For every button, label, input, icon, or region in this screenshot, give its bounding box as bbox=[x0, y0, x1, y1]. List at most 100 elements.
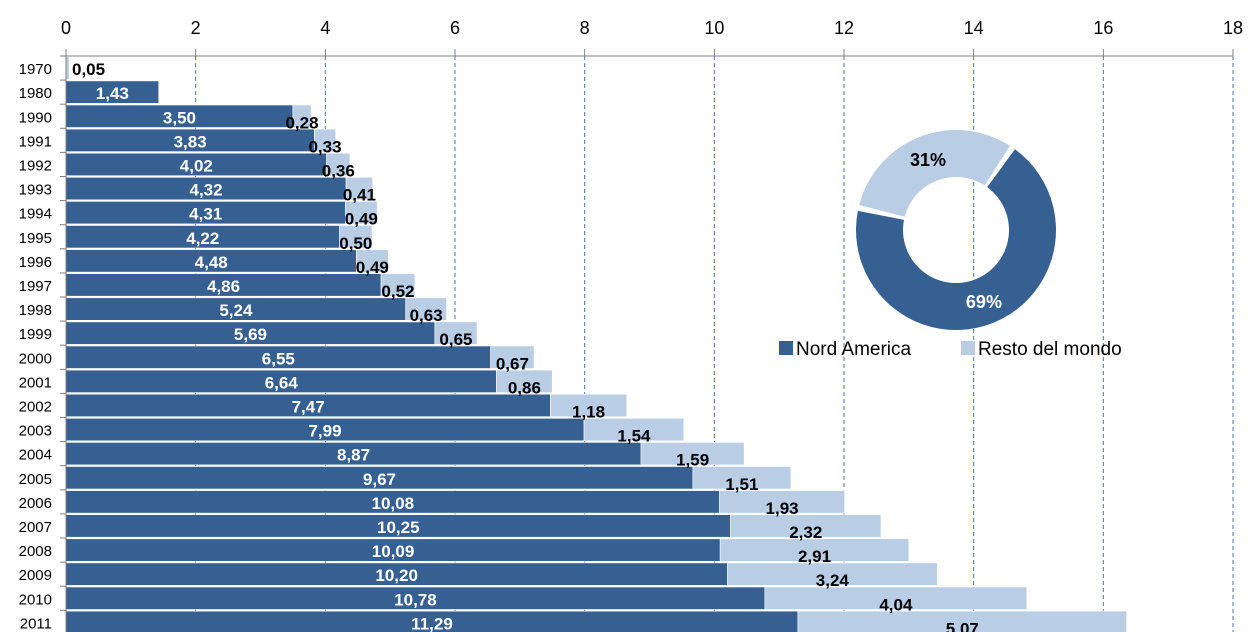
legend-swatch bbox=[961, 341, 975, 355]
tick-label: 6 bbox=[450, 18, 460, 38]
tick-label: 16 bbox=[1093, 18, 1113, 38]
category-label: 1980 bbox=[19, 85, 52, 102]
bar-resto-del-mondo bbox=[405, 297, 447, 321]
category-label: 1993 bbox=[19, 182, 52, 199]
data-label-resto-del-mondo: 0,86 bbox=[508, 378, 541, 397]
data-label-resto-del-mondo: 1,54 bbox=[617, 427, 651, 446]
data-label-nord-america: 10,08 bbox=[371, 494, 414, 513]
category-label: 1991 bbox=[19, 133, 52, 150]
data-label-resto-del-mondo: 2,91 bbox=[798, 547, 831, 566]
data-label-nord-america: 6,64 bbox=[265, 373, 299, 392]
data-label-nord-america: 9,67 bbox=[363, 470, 396, 489]
data-label-nord-america: 10,25 bbox=[377, 518, 420, 537]
data-label-resto-del-mondo: 0,63 bbox=[410, 306, 443, 325]
bar-resto-del-mondo bbox=[339, 225, 373, 249]
bar-resto-del-mondo bbox=[719, 490, 845, 514]
category-label: 1996 bbox=[19, 254, 52, 271]
data-label-nord-america: 4,32 bbox=[189, 181, 222, 200]
category-label: 2004 bbox=[19, 447, 52, 464]
data-label-nord-america: 5,24 bbox=[219, 301, 253, 320]
data-label-resto-del-mondo: 0,33 bbox=[308, 137, 341, 156]
data-label-nord-america: 4,22 bbox=[186, 229, 219, 248]
data-label-resto-del-mondo: 4,04 bbox=[879, 595, 913, 614]
tick-label: 18 bbox=[1223, 18, 1243, 38]
data-label-nord-america: 4,31 bbox=[189, 205, 222, 224]
data-label-nord-america: 3,83 bbox=[174, 132, 207, 151]
data-label-resto-del-mondo: 0,36 bbox=[322, 161, 355, 180]
data-label-resto-del-mondo: 1,59 bbox=[676, 451, 709, 470]
data-label-nord-america: 5,69 bbox=[234, 325, 267, 344]
data-label-resto-del-mondo: 1,93 bbox=[766, 499, 799, 518]
legend-label: Nord America bbox=[796, 339, 912, 360]
bar-resto-del-mondo bbox=[764, 586, 1028, 610]
data-label-resto-del-mondo: 0,49 bbox=[356, 258, 389, 277]
category-axis: 1970 1980 1990 1991 1992 1993 1994 1995 1996 1997… bbox=[19, 55, 67, 632]
category-label: 2001 bbox=[19, 374, 52, 391]
tick-label: 10 bbox=[704, 18, 724, 38]
data-label-resto-del-mondo: 3,24 bbox=[816, 571, 850, 590]
data-label-nord-america: 11,29 bbox=[411, 614, 453, 632]
category-label: 2011 bbox=[20, 615, 52, 632]
data-label-resto-del-mondo: 0,50 bbox=[339, 234, 372, 253]
category-label: 1999 bbox=[19, 326, 52, 343]
data-label-nord-america: 7,99 bbox=[308, 422, 341, 441]
bar-resto-del-mondo bbox=[345, 177, 373, 201]
category-label: 1970 bbox=[19, 61, 52, 78]
legend-swatch bbox=[779, 341, 793, 355]
bar-resto-del-mondo bbox=[719, 538, 910, 562]
data-label-nord-america: 10,20 bbox=[375, 566, 418, 585]
tick-label: 4 bbox=[320, 18, 330, 38]
data-label-nord-america: 4,48 bbox=[195, 253, 228, 272]
bar-resto-del-mondo bbox=[726, 562, 938, 586]
category-label: 2005 bbox=[19, 471, 52, 488]
data-label-nord-america: 8,87 bbox=[337, 446, 370, 465]
bar-resto-del-mondo bbox=[583, 417, 685, 442]
bar-resto-del-mondo bbox=[692, 466, 792, 490]
category-label: 2006 bbox=[19, 495, 52, 512]
tick-label: 2 bbox=[191, 18, 201, 38]
data-label-resto-del-mondo: 0,49 bbox=[345, 210, 378, 229]
bar-resto-del-mondo bbox=[314, 128, 337, 152]
donut-slice bbox=[856, 149, 1057, 330]
tick-label: 12 bbox=[834, 18, 854, 38]
data-labels: 0,05 1,43 3,50 0,28 3,83 0,33 4,02 0,36 4,32 0,41… bbox=[72, 60, 979, 632]
data-label-nord-america: 6,55 bbox=[262, 349, 295, 368]
category-label: 1992 bbox=[19, 157, 52, 174]
bar-resto-del-mondo bbox=[730, 514, 882, 538]
category-label: 2002 bbox=[19, 398, 52, 415]
data-label-resto-del-mondo: 2,32 bbox=[789, 523, 822, 542]
value-axis: 0 2 4 6 8 10 12 14 16 18 bbox=[61, 18, 1243, 57]
legend-label: Resto del mondo bbox=[978, 339, 1122, 360]
data-label-resto-del-mondo: 1,18 bbox=[572, 402, 605, 421]
data-label-nord-america: 4,86 bbox=[207, 277, 240, 296]
bar-resto-del-mondo bbox=[292, 104, 312, 128]
category-label: 1997 bbox=[19, 278, 52, 295]
tick-label: 0 bbox=[61, 18, 71, 38]
donut-chart: 69% 31% bbox=[856, 130, 1057, 330]
tick-label: 14 bbox=[964, 18, 984, 38]
data-label-resto-del-mondo: 0,65 bbox=[439, 330, 472, 349]
legend: Nord America Resto del mondo bbox=[779, 339, 1122, 360]
bar-resto-del-mondo bbox=[380, 273, 416, 297]
bar-resto-del-mondo bbox=[345, 201, 378, 225]
data-label-nord-america: 4,02 bbox=[180, 156, 213, 175]
data-label-resto-del-mondo: 0,28 bbox=[285, 113, 318, 132]
category-label: 2007 bbox=[19, 519, 52, 536]
category-label: 1998 bbox=[19, 302, 52, 319]
bar-resto-del-mondo bbox=[496, 369, 553, 393]
bar-resto-del-mondo bbox=[434, 321, 478, 345]
data-label-nord-america: 1,43 bbox=[96, 84, 129, 103]
bar-resto-del-mondo bbox=[356, 249, 389, 273]
category-label: 1990 bbox=[19, 109, 52, 126]
data-label-nord-america: 10,78 bbox=[394, 590, 437, 609]
data-label-resto-del-mondo: 0,05 bbox=[72, 60, 105, 79]
category-label: 2009 bbox=[19, 567, 52, 584]
category-label: 2000 bbox=[19, 350, 52, 367]
bar-resto-del-mondo bbox=[550, 393, 628, 418]
bar-resto-del-mondo bbox=[797, 610, 1127, 632]
donut-slice bbox=[859, 130, 1010, 217]
donut-slice-label: 69% bbox=[966, 292, 1002, 312]
bar-resto-del-mondo bbox=[640, 442, 745, 466]
bar-resto-del-mondo bbox=[326, 152, 351, 176]
